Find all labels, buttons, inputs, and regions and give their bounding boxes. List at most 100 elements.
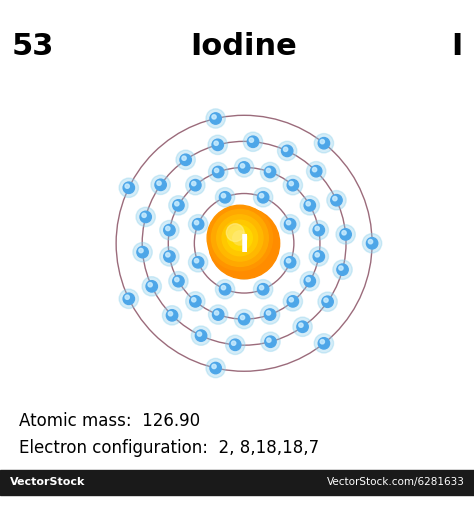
Circle shape — [320, 339, 325, 344]
Circle shape — [139, 248, 143, 253]
Circle shape — [140, 211, 151, 222]
Circle shape — [175, 201, 179, 206]
Bar — [0, 470, 474, 494]
Circle shape — [194, 259, 199, 263]
Circle shape — [146, 281, 157, 292]
Circle shape — [173, 200, 184, 211]
Circle shape — [366, 237, 378, 249]
Circle shape — [148, 283, 152, 287]
Circle shape — [283, 147, 288, 151]
Text: VectorStock.com/6281633: VectorStock.com/6281633 — [327, 477, 465, 487]
Circle shape — [191, 298, 196, 302]
Circle shape — [281, 253, 300, 272]
Circle shape — [304, 200, 316, 211]
Circle shape — [228, 226, 252, 250]
Circle shape — [169, 271, 188, 291]
Circle shape — [212, 364, 216, 369]
Circle shape — [235, 260, 254, 279]
Circle shape — [229, 339, 241, 351]
Circle shape — [243, 132, 263, 151]
Circle shape — [312, 167, 317, 172]
Circle shape — [221, 285, 226, 290]
Circle shape — [304, 276, 316, 287]
Circle shape — [206, 109, 225, 128]
Circle shape — [123, 293, 135, 304]
Circle shape — [281, 215, 300, 234]
Circle shape — [173, 276, 184, 287]
Circle shape — [219, 192, 231, 203]
Circle shape — [277, 141, 297, 161]
Circle shape — [209, 162, 228, 182]
Circle shape — [310, 165, 322, 177]
Circle shape — [284, 218, 296, 230]
Circle shape — [133, 243, 152, 262]
Circle shape — [318, 292, 337, 312]
Circle shape — [260, 162, 280, 182]
Circle shape — [235, 310, 254, 329]
Circle shape — [293, 317, 312, 336]
Circle shape — [257, 192, 269, 203]
Circle shape — [125, 295, 129, 299]
Circle shape — [342, 231, 346, 235]
Circle shape — [309, 220, 328, 240]
Circle shape — [333, 260, 352, 279]
Circle shape — [282, 145, 293, 157]
Circle shape — [215, 280, 235, 299]
Circle shape — [155, 179, 166, 191]
Circle shape — [209, 208, 280, 279]
Circle shape — [297, 321, 308, 333]
Circle shape — [180, 154, 191, 165]
Circle shape — [286, 259, 291, 263]
Text: Atomic mass:  126.90: Atomic mass: 126.90 — [19, 411, 200, 430]
Circle shape — [266, 168, 271, 173]
Text: I: I — [239, 233, 249, 257]
Circle shape — [314, 133, 334, 153]
Circle shape — [157, 181, 161, 185]
Circle shape — [210, 363, 221, 374]
Circle shape — [238, 264, 250, 275]
Circle shape — [259, 194, 264, 198]
Circle shape — [289, 298, 293, 302]
Circle shape — [254, 187, 273, 207]
Circle shape — [210, 113, 221, 124]
Circle shape — [337, 264, 348, 276]
Circle shape — [339, 266, 343, 270]
Circle shape — [306, 201, 310, 206]
Circle shape — [238, 314, 250, 325]
Circle shape — [163, 306, 182, 325]
Circle shape — [235, 208, 254, 227]
Circle shape — [137, 247, 148, 258]
Circle shape — [190, 180, 201, 191]
Circle shape — [191, 181, 196, 186]
Circle shape — [363, 234, 382, 253]
Circle shape — [336, 225, 356, 244]
Circle shape — [212, 139, 223, 150]
Circle shape — [197, 332, 201, 336]
Circle shape — [212, 115, 216, 119]
Circle shape — [175, 278, 179, 282]
Circle shape — [176, 150, 195, 169]
Text: Electron configuration:  2, 8,18,18,7: Electron configuration: 2, 8,18,18,7 — [19, 439, 319, 457]
Circle shape — [231, 341, 236, 346]
Circle shape — [119, 178, 138, 197]
Circle shape — [340, 229, 351, 240]
Circle shape — [324, 298, 328, 302]
Circle shape — [333, 196, 337, 201]
Circle shape — [283, 176, 302, 195]
Circle shape — [235, 158, 254, 177]
Circle shape — [186, 291, 205, 311]
Circle shape — [307, 162, 326, 181]
Circle shape — [160, 247, 179, 266]
Circle shape — [215, 187, 235, 207]
Circle shape — [217, 215, 263, 261]
Circle shape — [189, 215, 208, 234]
Circle shape — [168, 312, 173, 316]
Text: VectorStock: VectorStock — [9, 477, 85, 487]
Circle shape — [249, 138, 254, 142]
Circle shape — [257, 284, 269, 295]
Circle shape — [238, 162, 250, 173]
Circle shape — [226, 335, 245, 354]
Circle shape — [368, 239, 373, 244]
Circle shape — [151, 175, 170, 195]
Circle shape — [164, 251, 175, 262]
